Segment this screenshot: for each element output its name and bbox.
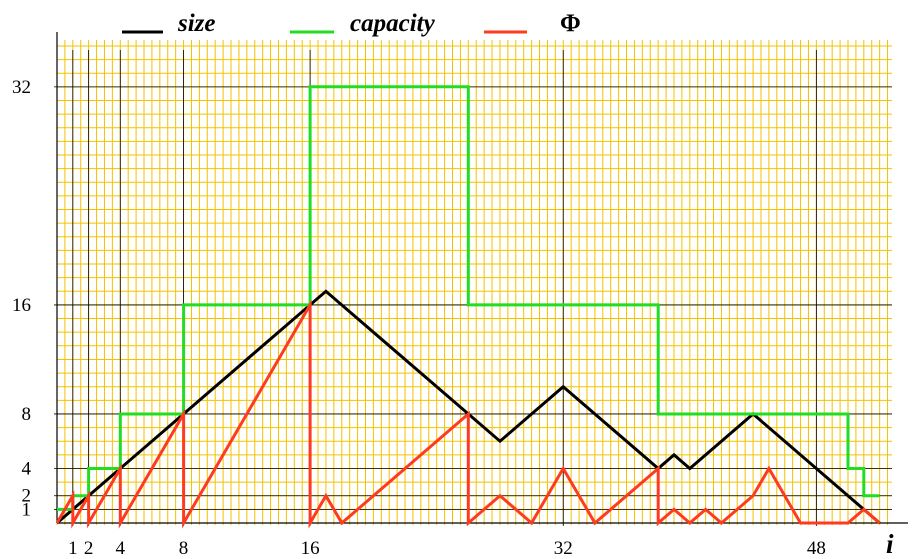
legend-label: size	[177, 10, 216, 37]
legend: size capacity Φ	[122, 10, 581, 37]
legend-label: Φ	[560, 10, 581, 37]
x-tick-label: 32	[554, 538, 573, 559]
legend-label: capacity	[350, 10, 436, 37]
y-tick-label: 32	[12, 77, 31, 98]
y-tick-label: 2	[22, 486, 32, 507]
series-lines	[55, 85, 881, 529]
series-line-capacity	[57, 85, 880, 511]
x-tick-label: 16	[301, 538, 320, 559]
x-tick-label: 4	[116, 538, 126, 559]
x-tick-label: 1	[68, 538, 78, 559]
series-line-phi	[55, 299, 881, 529]
x-tick-label: 2	[84, 538, 94, 559]
y-tick-label: 4	[22, 458, 32, 479]
axes	[56, 32, 908, 524]
x-tick-label: 8	[179, 538, 189, 559]
y-tick-label: 16	[12, 295, 31, 316]
x-tick-label: 48	[807, 538, 826, 559]
y-tick-label: 8	[22, 404, 32, 425]
y-tick-label: 1	[22, 499, 32, 520]
x-axis-label: i	[886, 529, 894, 559]
